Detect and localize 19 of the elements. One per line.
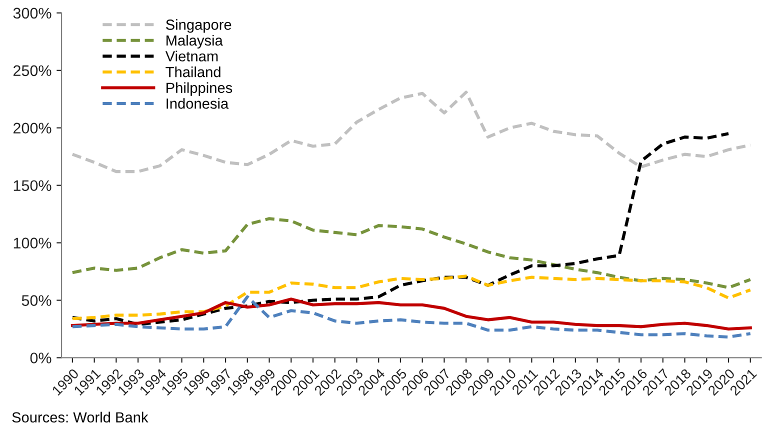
legend-label: Singapore <box>166 19 232 33</box>
line-series <box>70 217 752 290</box>
y-tick-label: 50% <box>22 295 52 306</box>
legend-label: Indonesia <box>166 98 229 109</box>
y-tick-label: 100% <box>14 238 52 248</box>
y-tick-label: 0% <box>30 352 52 364</box>
line-series <box>70 132 730 326</box>
legend-label: Thailand <box>166 66 220 78</box>
legend-label: Philppines <box>166 82 232 96</box>
y-tick-label: 150% <box>14 180 52 192</box>
line-series <box>70 274 752 320</box>
y-tick-label: 300% <box>13 8 52 19</box>
source-note: Sources: World Bank <box>12 412 148 423</box>
legend-label: Malaysia <box>166 34 223 49</box>
y-tick-label: 200% <box>13 122 52 134</box>
line-series <box>70 298 752 331</box>
line-series <box>70 295 752 339</box>
y-tick-label: 250% <box>13 65 52 76</box>
legend-label: Vietnam <box>165 50 218 62</box>
